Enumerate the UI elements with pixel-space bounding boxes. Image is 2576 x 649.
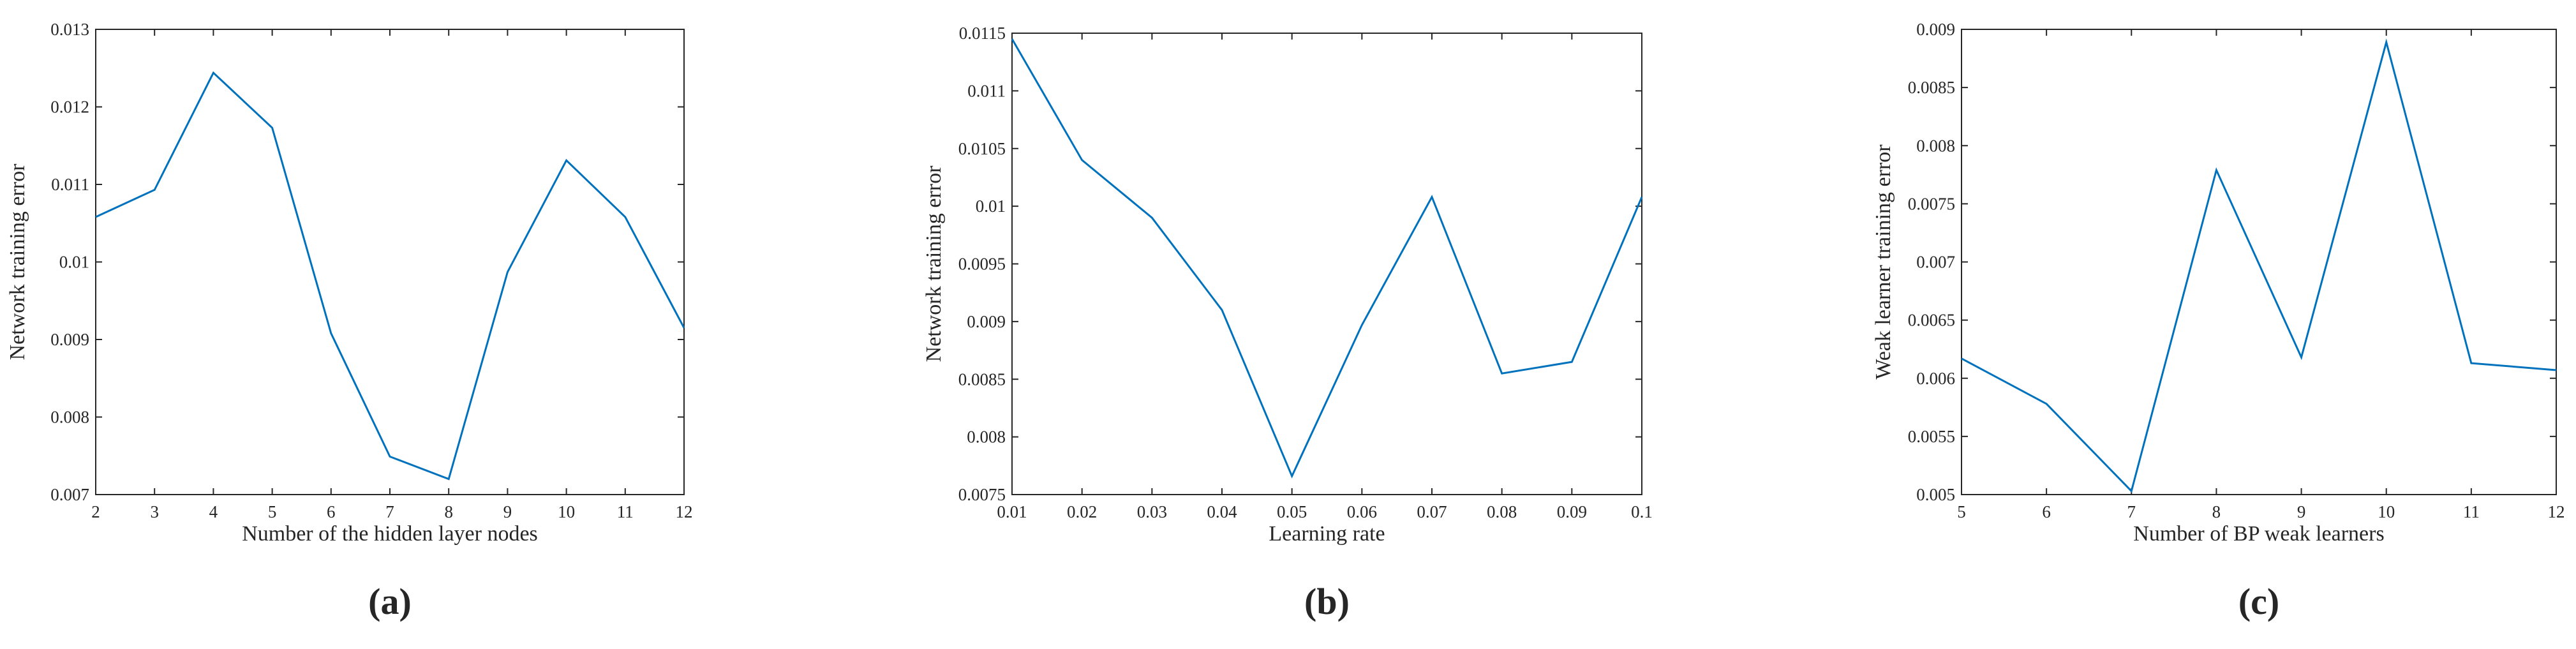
y-tick-label: 0.0105: [958, 139, 1006, 158]
x-tick-label: 6: [2042, 502, 2051, 521]
x-tick-label: 0.03: [1137, 502, 1167, 521]
x-tick-label: 5: [268, 502, 277, 521]
y-tick-label: 0.007: [1916, 253, 1955, 272]
y-tick-label: 0.0085: [958, 369, 1006, 389]
x-tick-label: 2: [91, 502, 100, 521]
axes-box: [1011, 33, 1642, 495]
x-tick-label: 9: [2297, 502, 2306, 521]
x-tick-label: 12: [2548, 502, 2565, 521]
y-tick-label: 0.006: [1916, 369, 1955, 388]
y-tick-label: 0.0115: [959, 24, 1006, 43]
x-tick-label: 11: [2463, 502, 2480, 521]
y-tick-label: 0.0075: [958, 485, 1006, 504]
y-tick-label: 0.01: [976, 197, 1006, 216]
y-tick-label: 0.009: [50, 330, 89, 349]
y-tick-label: 0.008: [967, 428, 1006, 447]
y-axis-label: Weak learner training error: [1872, 144, 1895, 380]
y-tick-label: 0.0055: [1908, 427, 1955, 446]
y-tick-label: 0.013: [50, 20, 89, 39]
axes-box: [95, 29, 685, 495]
x-tick-label: 8: [2212, 502, 2221, 521]
data-line: [1011, 38, 1643, 479]
x-tick-label: 0.09: [1557, 502, 1587, 521]
x-tick-label: 0.01: [997, 502, 1027, 521]
x-tick-label: 10: [2378, 502, 2395, 521]
x-tick-label: 10: [558, 502, 575, 521]
x-tick-label: 7: [385, 502, 394, 521]
y-tick-label: 0.01: [59, 253, 89, 272]
y-tick-label: 0.0095: [958, 255, 1006, 274]
y-tick-label: 0.012: [50, 98, 89, 117]
x-tick-label: 8: [444, 502, 453, 521]
caption: (a): [368, 581, 412, 622]
y-tick-label: 0.0065: [1908, 311, 1955, 330]
x-tick-label: 4: [209, 502, 218, 521]
y-axis-label: Network training error: [6, 163, 29, 360]
x-tick-label: 7: [2127, 502, 2136, 521]
x-tick-label: 12: [676, 502, 693, 521]
x-axis-label: Number of the hidden layer nodes: [242, 522, 538, 546]
data-line: [1961, 38, 2557, 493]
y-tick-label: 0.008: [1916, 136, 1955, 155]
caption: (c): [2238, 581, 2279, 622]
x-tick-label: 0.06: [1347, 502, 1377, 521]
x-axis-label: Number of BP weak learners: [2133, 522, 2384, 546]
x-tick-label: 5: [1957, 502, 1966, 521]
y-tick-label: 0.008: [50, 408, 89, 427]
y-axis-label: Network training error: [922, 165, 946, 362]
x-tick-label: 0.02: [1067, 502, 1097, 521]
y-tick-label: 0.007: [50, 485, 89, 504]
x-tick-label: 0.1: [1631, 502, 1653, 521]
caption: (b): [1304, 581, 1350, 622]
x-tick-label: 9: [503, 502, 512, 521]
y-tick-label: 0.011: [967, 81, 1006, 100]
x-tick-label: 0.08: [1487, 502, 1517, 521]
x-tick-label: 0.07: [1417, 502, 1447, 521]
data-line: [95, 71, 685, 481]
x-tick-label: 11: [617, 502, 634, 521]
y-tick-label: 0.0075: [1908, 194, 1955, 213]
x-tick-label: 6: [327, 502, 336, 521]
axes-box: [1961, 29, 2557, 495]
x-tick-label: 0.05: [1277, 502, 1307, 521]
y-tick-label: 0.005: [1916, 485, 1955, 504]
x-tick-label: 0.04: [1207, 502, 1237, 521]
y-tick-label: 0.009: [1916, 20, 1955, 39]
y-tick-label: 0.009: [967, 312, 1006, 331]
y-tick-label: 0.0085: [1908, 78, 1955, 97]
y-tick-label: 0.011: [51, 175, 89, 194]
x-tick-label: 3: [150, 502, 159, 521]
x-axis-label: Learning rate: [1269, 522, 1385, 546]
